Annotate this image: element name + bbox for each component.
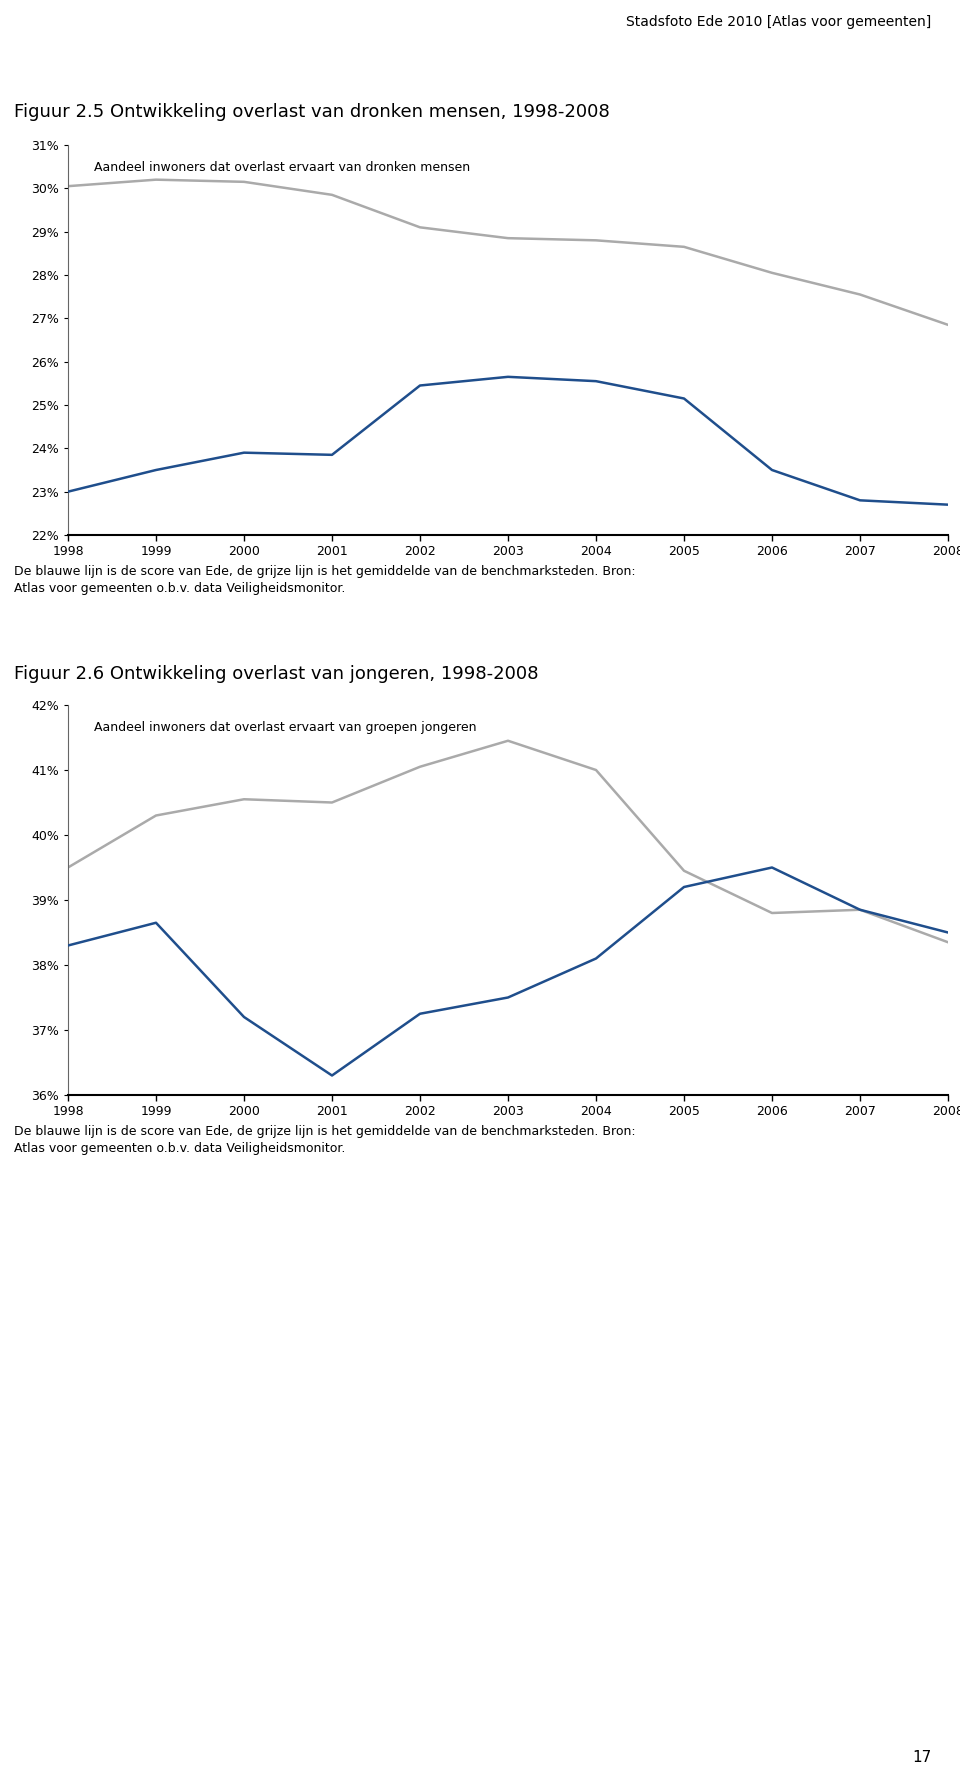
Text: Figuur 2.5 Ontwikkeling overlast van dronken mensen, 1998-2008: Figuur 2.5 Ontwikkeling overlast van dro… [14,103,611,121]
Text: Aandeel inwoners dat overlast ervaart van dronken mensen: Aandeel inwoners dat overlast ervaart va… [94,160,470,174]
Text: De blauwe lijn is de score van Ede, de grijze lijn is het gemiddelde van de benc: De blauwe lijn is de score van Ede, de g… [14,564,636,595]
Text: Figuur 2.6 Ontwikkeling overlast van jongeren, 1998-2008: Figuur 2.6 Ontwikkeling overlast van jon… [14,666,539,684]
Text: Aandeel inwoners dat overlast ervaart van groepen jongeren: Aandeel inwoners dat overlast ervaart va… [94,721,477,733]
Text: De blauwe lijn is de score van Ede, de grijze lijn is het gemiddelde van de benc: De blauwe lijn is de score van Ede, de g… [14,1125,636,1155]
Text: 17: 17 [912,1750,931,1766]
Text: Stadsfoto Ede 2010 [Atlas voor gemeenten]: Stadsfoto Ede 2010 [Atlas voor gemeenten… [626,14,931,28]
